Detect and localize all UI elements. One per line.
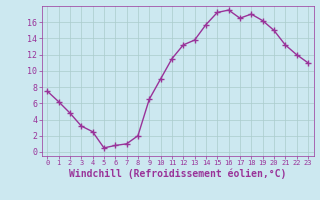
X-axis label: Windchill (Refroidissement éolien,°C): Windchill (Refroidissement éolien,°C) [69, 169, 286, 179]
